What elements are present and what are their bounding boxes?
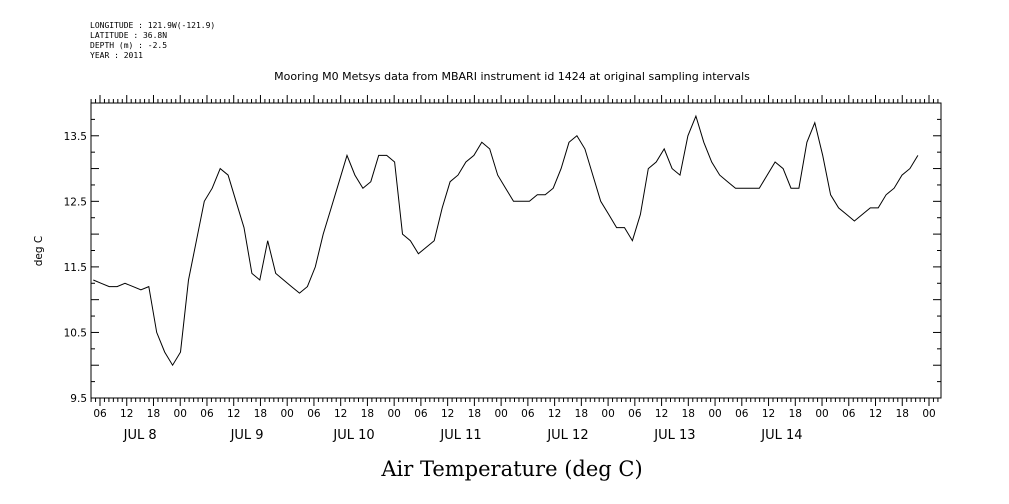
y-tick-label: 11.5 — [64, 262, 87, 274]
x-date-label: JUL 13 — [653, 428, 695, 443]
x-tick-label: 12 — [548, 408, 561, 420]
x-tick-label: 18 — [575, 408, 588, 420]
x-tick-label: 06 — [842, 408, 856, 420]
x-tick-label: 12 — [120, 408, 133, 420]
x-tick-label: 06 — [93, 408, 107, 420]
y-axis-label: deg C — [33, 236, 45, 266]
plot-frame — [90, 102, 942, 399]
x-date-label: JUL 12 — [546, 428, 588, 443]
x-tick-label: 12 — [869, 408, 882, 420]
series-line-0 — [93, 114, 919, 367]
y-tick-label: 13.5 — [64, 131, 87, 143]
x-axis-label: Air Temperature (deg C) — [380, 457, 642, 481]
x-tick-label: 18 — [254, 408, 267, 420]
metadata-block: LONGITUDE : 121.9W(-121.9) LATITUDE : 36… — [90, 21, 215, 61]
x-tick-label: 06 — [521, 408, 535, 420]
x-tick-label: 12 — [227, 408, 240, 420]
chart-title: Mooring M0 Metsys data from MBARI instru… — [274, 70, 750, 83]
longitude-text: LONGITUDE : 121.9W(-121.9) — [90, 21, 216, 30]
x-tick-label: 06 — [735, 408, 749, 420]
x-tick-label: 00 — [601, 408, 614, 420]
year-text: YEAR : 2011 — [90, 51, 143, 60]
latitude-text: LATITUDE : 36.8N — [90, 31, 168, 40]
series-layer — [93, 114, 919, 367]
x-tick-label: 12 — [762, 408, 775, 420]
x-date-label: JUL 14 — [760, 428, 802, 443]
x-tick-label: 06 — [414, 408, 428, 420]
x-date-label: JUL 11 — [439, 428, 481, 443]
x-tick-label: 18 — [896, 408, 909, 420]
y-tick-label: 10.5 — [64, 327, 87, 339]
x-tick-label: 00 — [387, 408, 400, 420]
y-tick-label: 12.5 — [64, 196, 87, 208]
x-date-label: JUL 10 — [332, 428, 374, 443]
x-tick-label: 00 — [174, 408, 187, 420]
y-axis: 9.5 10.5 11.5 12.5 13.5 — [64, 102, 941, 405]
x-tick-label: 00 — [922, 408, 935, 420]
x-tick-label: 12 — [334, 408, 347, 420]
x-tick-label: 18 — [682, 408, 695, 420]
x-tick-label: 18 — [361, 408, 374, 420]
x-tick-label: 00 — [815, 408, 828, 420]
x-tick-label: 12 — [441, 408, 454, 420]
x-tick-label: 06 — [628, 408, 642, 420]
x-date-label: JUL 9 — [230, 428, 264, 443]
x-tick-label: 06 — [307, 408, 321, 420]
x-tick-label: 18 — [789, 408, 802, 420]
x-tick-label: 00 — [281, 408, 294, 420]
y-tick-label: 9.5 — [70, 393, 87, 405]
x-tick-label: 00 — [708, 408, 721, 420]
x-date-label: JUL 8 — [123, 428, 157, 443]
x-tick-label: 12 — [655, 408, 668, 420]
x-axis: 06 12 18 00 06 12 18 00 06 12 18 00 06 12 18 00 06 12 18 00… — [90, 95, 939, 443]
x-tick-label: 06 — [200, 408, 214, 420]
x-tick-label: 00 — [494, 408, 507, 420]
x-tick-label: 18 — [468, 408, 481, 420]
depth-text: DEPTH (m) : -2.5 — [90, 41, 168, 50]
x-tick-label: 18 — [147, 408, 160, 420]
